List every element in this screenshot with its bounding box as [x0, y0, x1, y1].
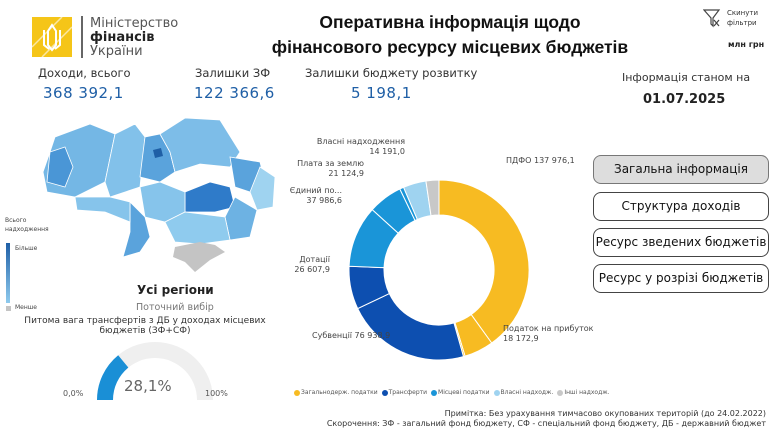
map-region-donetsk[interactable]: [224, 196, 258, 241]
donut-label-zemlya-value: 21 124,9: [328, 169, 364, 178]
logo-line3: України: [90, 44, 143, 59]
kpi-gf-balance-label: Залишки ЗФ: [195, 66, 271, 80]
donut-legend: Загальнодерж. податки Трансферти Місцеві п…: [294, 389, 610, 396]
region-title: Усі регіони: [137, 283, 214, 297]
kpi-revenue-label: Доходи, всього: [38, 66, 131, 80]
donut-label-zemlya-name: Плата за землю: [297, 159, 364, 168]
legend-label: Інші надходж.: [564, 389, 610, 396]
kpi-revenue-value: 368 392,1: [43, 84, 124, 102]
footnotes: Примітка: Без урахування тимчасово окупо…: [327, 409, 766, 429]
gauge-value: 28,1%: [124, 377, 172, 395]
map-region-kyiv-city[interactable]: [153, 148, 163, 158]
donut-slice-3[interactable]: [357, 292, 465, 361]
legend-item-4[interactable]: Інші надходж.: [557, 389, 610, 396]
logo-divider: [81, 16, 83, 58]
donut-label-pributok-name: Податок на прибуток: [503, 324, 594, 333]
kpi-gf-balance-value: 122 366,6: [194, 84, 275, 102]
legend-dot: [381, 389, 388, 396]
gauge-title: Питома вага трансфертів з ДБ у доходах м…: [24, 316, 266, 336]
budgets-breakdown-button[interactable]: Ресурс у розрізі бюджетів: [593, 264, 769, 293]
donut-slice-9[interactable]: [425, 179, 440, 217]
kpi-dev-balance-label: Залишки бюджету розвитку: [305, 66, 478, 80]
page-title: Оперативна інформація щодо фінансового р…: [225, 10, 675, 60]
region-subtitle: Поточний вибір: [136, 302, 214, 313]
legend-label: Власні надходж.: [500, 389, 554, 396]
legend-item-3[interactable]: Власні надходж.: [493, 389, 554, 396]
donut-label-pributok: Податок на прибуток 18 172,9: [503, 324, 594, 344]
logo-line1: Міністерство: [90, 16, 179, 31]
map-region-crimea: [173, 242, 225, 272]
donut-label-pdfo: ПДФО 137 976,1: [506, 156, 575, 165]
logo-line2: фінансів: [90, 30, 155, 45]
gauge-fill: [97, 355, 129, 400]
donut-label-dotatsii-value: 26 607,9: [294, 265, 330, 274]
revenue-structure-button[interactable]: Структура доходів: [593, 192, 769, 221]
legend-dot: [294, 389, 300, 396]
map-legend-gradient: [6, 243, 10, 303]
ukraine-map[interactable]: [35, 112, 275, 272]
map-region-odesa[interactable]: [122, 201, 151, 258]
note-line1: Примітка: Без урахування тимчасово окупо…: [444, 409, 766, 418]
as-of-label: Інформація станом на: [622, 71, 751, 84]
ministry-logo: [31, 16, 73, 58]
donut-label-vlasni-value: 14 191,0: [369, 147, 405, 156]
donut-label-dotatsii: Дотації 26 607,9: [280, 255, 330, 275]
legend-item-1[interactable]: Трансферти: [381, 389, 428, 396]
gauge-min: 0,0%: [63, 389, 84, 398]
legend-item-0[interactable]: Загальнодерж. податки: [294, 389, 378, 396]
filter-clear-icon: [703, 9, 721, 28]
kpi-dev-balance-value: 5 198,1: [351, 84, 412, 102]
note-line2: Скорочення: ЗФ - загальний фонд бюджету,…: [326, 419, 766, 428]
transfer-share-gauge: [97, 342, 213, 400]
gauge-track: [97, 342, 213, 400]
donut-label-dotatsii-name: Дотації: [299, 255, 330, 264]
legend-label: Місцеві податки: [438, 389, 490, 396]
legend-dot: [557, 389, 564, 396]
map-legend-less: Менше: [15, 304, 37, 311]
donut-label-subventsii: Субвенції 76 938,9: [312, 331, 391, 340]
page-title-line1: Оперативна інформація щодо: [319, 12, 581, 32]
map-region-south-west[interactable]: [74, 196, 131, 223]
donut-label-vlasni-name: Власні надходження: [316, 137, 405, 146]
map-region-lviv[interactable]: [46, 146, 74, 188]
reset-filters-label: Скинути фільтри: [727, 9, 759, 27]
revenue-structure-donut[interactable]: [280, 130, 600, 390]
donut-label-yedyny-value: 37 986,6: [306, 196, 342, 205]
general-info-button[interactable]: Загальна інформація: [593, 155, 769, 184]
map-legend-more: Більше: [15, 245, 38, 252]
page-title-line2: фінансового ресурсу місцевих бюджетів: [271, 37, 629, 57]
donut-label-zemlya: Плата за землю 21 124,9: [284, 159, 364, 179]
map-region-luhansk[interactable]: [249, 166, 275, 211]
map-legend-title-line1: Всього: [5, 217, 27, 224]
map-legend-title-line2: надходження: [5, 226, 49, 233]
legend-label: Трансферти: [388, 389, 428, 396]
legend-item-2[interactable]: Місцеві податки: [431, 389, 490, 396]
trident-icon: [31, 16, 73, 58]
gauge-max: 100%: [205, 389, 228, 398]
legend-label: Загальнодерж. податки: [301, 389, 378, 396]
legend-dot: [493, 389, 500, 396]
map-region-north-east[interactable]: [159, 117, 241, 173]
units-label: млн грн: [728, 40, 765, 49]
donut-slice-0[interactable]: [438, 179, 530, 344]
donut-label-yedyny-name: Єдиний по...: [289, 186, 342, 195]
logo-text: Міністерство фінансів України: [90, 17, 178, 59]
donut-label-vlasni: Власні надходження 14 191,0: [305, 137, 405, 157]
donut-label-yedyny: Єдиний по... 37 986,6: [272, 186, 342, 206]
donut-label-pributok-value: 18 172,9: [503, 334, 539, 343]
reset-filters-button[interactable]: Скинути фільтри: [703, 8, 761, 28]
as-of-date: 01.07.2025: [643, 92, 726, 107]
legend-dot: [431, 389, 438, 396]
map-region-south[interactable]: [164, 211, 231, 245]
consolidated-budgets-button[interactable]: Ресурс зведених бюджетів: [593, 228, 769, 257]
map-legend-na-swatch: [6, 306, 11, 311]
map-legend-title: Всього надходження: [5, 216, 49, 234]
map-region-dnipro[interactable]: [184, 181, 236, 213]
